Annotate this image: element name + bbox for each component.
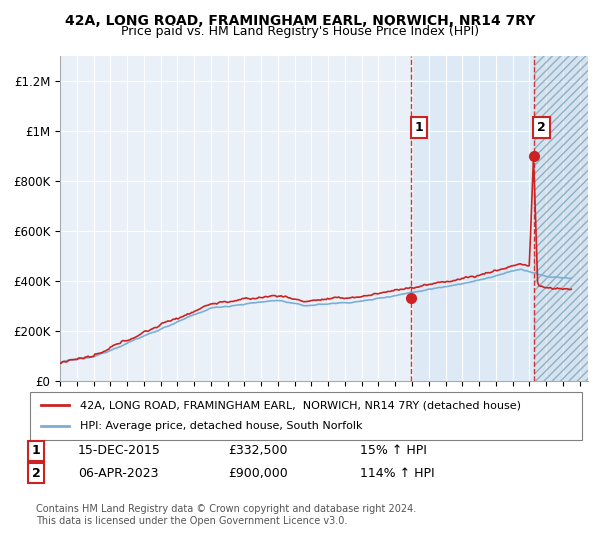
Bar [412, 56, 588, 381]
Text: £900,000: £900,000 [228, 466, 288, 480]
Text: 06-APR-2023: 06-APR-2023 [78, 466, 158, 480]
FancyBboxPatch shape [30, 392, 582, 440]
Text: Contains HM Land Registry data © Crown copyright and database right 2024.
This d: Contains HM Land Registry data © Crown c… [36, 504, 416, 526]
Text: 1: 1 [415, 121, 424, 134]
Text: 42A, LONG ROAD, FRAMINGHAM EARL, NORWICH, NR14 7RY: 42A, LONG ROAD, FRAMINGHAM EARL, NORWICH… [65, 14, 535, 28]
Text: 15-DEC-2015: 15-DEC-2015 [78, 444, 161, 458]
Text: HPI: Average price, detached house, South Norfolk: HPI: Average price, detached house, Sout… [80, 421, 362, 431]
Text: 15% ↑ HPI: 15% ↑ HPI [360, 444, 427, 458]
Text: 2: 2 [537, 121, 546, 134]
Text: 114% ↑ HPI: 114% ↑ HPI [360, 466, 434, 480]
Text: Price paid vs. HM Land Registry's House Price Index (HPI): Price paid vs. HM Land Registry's House … [121, 25, 479, 38]
Text: 2: 2 [32, 466, 40, 480]
Text: 1: 1 [32, 444, 40, 458]
Text: £332,500: £332,500 [228, 444, 287, 458]
Text: 42A, LONG ROAD, FRAMINGHAM EARL,  NORWICH, NR14 7RY (detached house): 42A, LONG ROAD, FRAMINGHAM EARL, NORWICH… [80, 400, 521, 410]
Bar [534, 56, 588, 381]
Bar [534, 56, 588, 381]
